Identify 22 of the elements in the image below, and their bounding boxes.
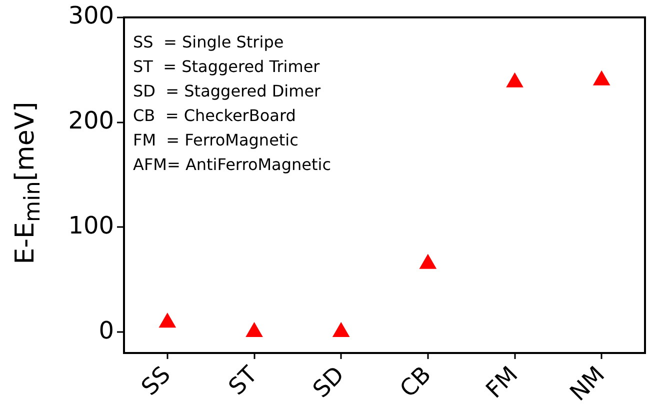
x-tick-label: SD: [308, 362, 350, 404]
x-tick-label: SS: [136, 362, 176, 401]
annotation: SS = Single Stripe: [133, 32, 284, 52]
annotation: FM = FerroMagnetic: [133, 130, 298, 150]
point: [158, 312, 176, 328]
annotation: AFM= AntiFerroMagnetic: [133, 154, 331, 174]
y-tick-label: 0: [98, 316, 114, 344]
point: [246, 322, 263, 338]
x-tick-label: CB: [395, 362, 436, 403]
y-tick-label: 100: [68, 211, 114, 240]
x-tick-label: FM: [481, 362, 524, 404]
x-tick-label: ST: [224, 361, 264, 400]
annotation: CB = CheckerBoard: [133, 106, 296, 125]
y-tick-label: 200: [68, 106, 114, 135]
annotation: ST = Staggered Trimer: [133, 56, 320, 76]
y-tick-label: 300: [68, 2, 114, 30]
point: [419, 254, 437, 269]
point: [506, 72, 524, 88]
x-tick-label: NM: [565, 362, 610, 406]
point: [332, 322, 350, 338]
point: [592, 70, 610, 86]
annotation: SD = Staggered Dimer: [133, 81, 322, 100]
